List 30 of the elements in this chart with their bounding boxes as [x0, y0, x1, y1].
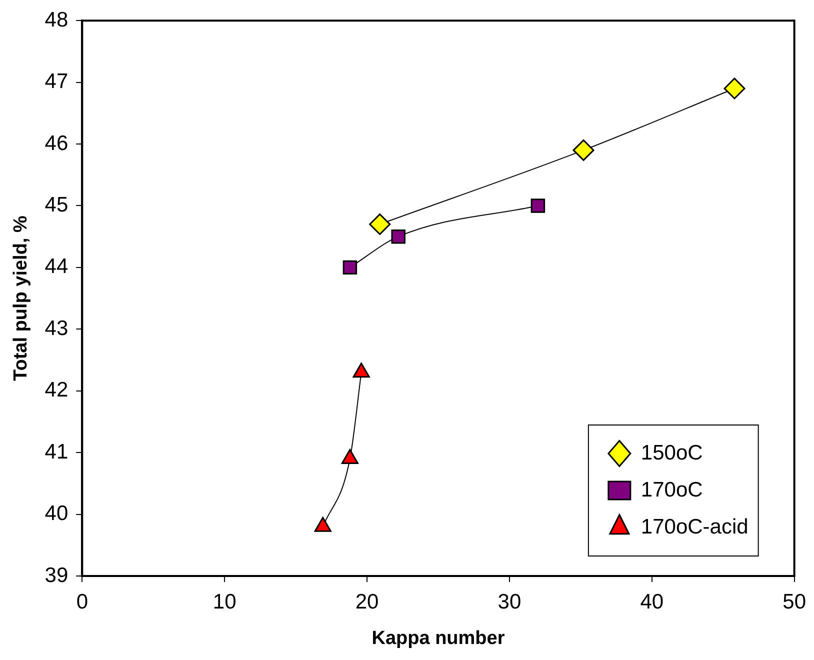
y-tick-label: 40: [44, 502, 68, 526]
x-tick-label: 30: [498, 590, 522, 614]
y-axis-title: Total pulp yield, %: [10, 216, 32, 381]
point: [391, 229, 406, 244]
legend-label: 150oC: [640, 441, 703, 464]
y-tick-label: 46: [44, 132, 68, 155]
point: [342, 260, 358, 275]
y-tick-label: 45: [44, 194, 68, 217]
point: [724, 78, 746, 100]
x-tick-label: 10: [212, 590, 236, 614]
x-tick-label: 50: [782, 590, 806, 614]
y-tick-label: 43: [44, 316, 68, 340]
x-tick-label: 20: [355, 590, 379, 614]
legend-label: 170oC: [640, 478, 703, 502]
legend-label: 170oC-acid: [640, 515, 748, 538]
point: [369, 213, 391, 235]
point: [530, 198, 546, 213]
x-tick-label: 0: [76, 590, 88, 614]
point: [341, 449, 358, 464]
y-tick-label: 48: [44, 8, 68, 32]
y-tick-label: 47: [44, 70, 68, 94]
y-tick-label: 41: [44, 440, 68, 464]
y-tick-label: 44: [44, 255, 68, 278]
y-tick-label: 42: [44, 378, 68, 402]
point: [352, 362, 370, 378]
point: [314, 516, 332, 532]
x-tick-label: 40: [640, 590, 664, 614]
y-tick-label: 39: [44, 564, 68, 587]
x-axis-title: Kappa number: [372, 628, 506, 649]
point: [572, 139, 594, 161]
